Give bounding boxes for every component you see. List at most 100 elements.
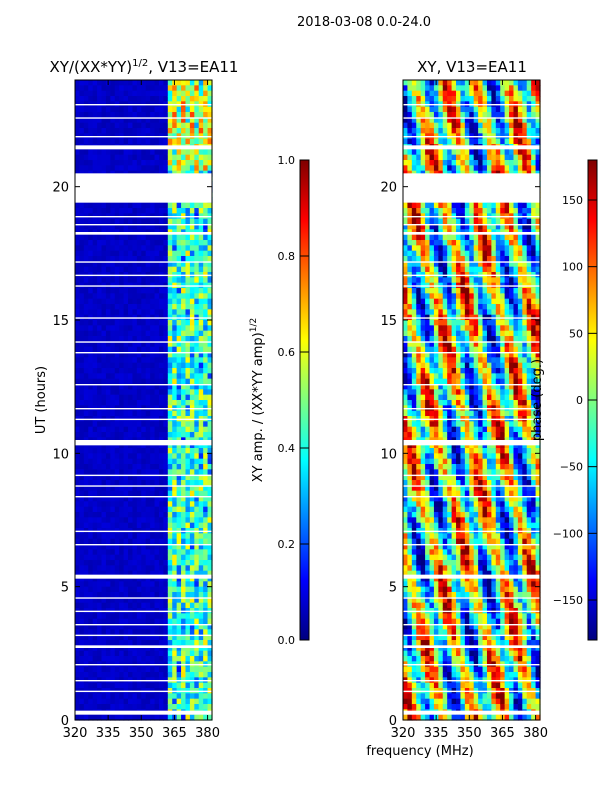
heatmap-cell — [185, 533, 191, 540]
flagged-line — [75, 474, 212, 477]
heatmap-cell — [119, 602, 125, 609]
heatmap-cell — [150, 485, 156, 492]
amp-x-ticks: 320 335 350 365 380 — [63, 80, 220, 741]
heatmap-cell — [83, 154, 89, 161]
heatmap-cell — [114, 485, 120, 492]
heatmap-cell — [407, 480, 413, 486]
heatmap-cell — [420, 698, 426, 705]
heatmap-cell — [198, 480, 204, 486]
heatmap-cell — [207, 261, 213, 268]
heatmap-cell — [194, 480, 200, 486]
heatmap-cell — [132, 154, 138, 161]
heatmap-cell — [203, 464, 209, 470]
heatmap-cell — [150, 394, 156, 401]
heatmap-cell — [411, 90, 417, 97]
heatmap-cell — [438, 672, 444, 678]
heatmap-cell — [181, 581, 187, 588]
heatmap-cell — [154, 512, 160, 518]
heatmap-cell — [429, 256, 435, 262]
heatmap-cell — [181, 672, 187, 678]
flagged-interval — [75, 574, 212, 579]
heatmap-cell — [75, 581, 81, 588]
flagged-line — [75, 224, 212, 226]
heatmap-cell — [163, 602, 169, 609]
heatmap-cell — [136, 613, 142, 620]
heatmap-cell — [154, 650, 160, 657]
heatmap-cell — [425, 224, 431, 230]
heatmap-cell — [189, 480, 195, 486]
heatmap-cell — [181, 474, 187, 481]
heatmap-cell — [420, 288, 426, 294]
heatmap-cell — [101, 128, 107, 134]
heatmap-cell — [150, 256, 156, 262]
heatmap-cell — [176, 293, 182, 300]
heatmap-cell — [114, 453, 120, 460]
heatmap-cell — [163, 149, 169, 156]
heatmap-cell — [136, 597, 142, 604]
heatmap-cell — [181, 496, 187, 502]
heatmap-cell — [123, 410, 129, 417]
heatmap-cell — [176, 128, 182, 134]
heatmap-cell — [132, 298, 138, 305]
heatmap-cell — [145, 485, 151, 492]
heatmap-cell — [154, 522, 160, 529]
heatmap-cell — [163, 656, 169, 662]
heatmap-cell — [167, 618, 173, 625]
heatmap-cell — [158, 666, 164, 673]
heatmap-cell — [75, 85, 81, 92]
heatmap-cell — [88, 90, 94, 97]
heatmap-cell — [88, 330, 94, 337]
heatmap-cell — [136, 469, 142, 476]
heatmap-cell — [123, 570, 129, 577]
heatmap-cell — [438, 149, 444, 156]
heatmap-cell — [150, 698, 156, 705]
heatmap-cell — [403, 293, 409, 300]
heatmap-cell — [123, 512, 129, 518]
heatmap-cell — [425, 650, 431, 657]
heatmap-cell — [189, 474, 195, 481]
heatmap-cell — [79, 256, 85, 262]
heatmap-cell — [83, 698, 89, 705]
heatmap-cell — [194, 426, 200, 433]
heatmap-cell — [110, 640, 116, 646]
heatmap-cell — [88, 165, 94, 172]
heatmap-cell — [119, 517, 125, 524]
heatmap-cell — [145, 442, 151, 449]
heatmap-cell — [92, 389, 98, 396]
heatmap-cell — [442, 464, 448, 470]
heatmap-cell — [154, 501, 160, 508]
heatmap-cell — [150, 373, 156, 380]
heatmap-cell — [407, 160, 413, 166]
heatmap-cell — [119, 512, 125, 518]
heatmap-cell — [105, 453, 111, 460]
heatmap-cell — [438, 469, 444, 476]
heatmap-cell — [185, 597, 191, 604]
heatmap-cell — [150, 592, 156, 598]
heatmap-cell — [433, 240, 439, 246]
heatmap-cell — [429, 304, 435, 310]
heatmap-cell — [119, 565, 125, 572]
heatmap-cell — [88, 80, 94, 86]
heatmap-cell — [105, 634, 111, 641]
heatmap-cell — [411, 256, 417, 262]
heatmap-cell — [176, 250, 182, 257]
heatmap-cell — [150, 234, 156, 241]
heatmap-cell — [88, 554, 94, 561]
heatmap-cell — [119, 80, 125, 86]
heatmap-cell — [429, 565, 435, 572]
heatmap-cell — [119, 336, 125, 342]
heatmap-cell — [145, 400, 151, 406]
heatmap-cell — [92, 592, 98, 598]
heatmap-cell — [420, 469, 426, 476]
heatmap-cell — [79, 85, 85, 92]
heatmap-cell — [79, 650, 85, 657]
heatmap-cell — [79, 389, 85, 396]
heatmap-cell — [438, 410, 444, 417]
heatmap-cell — [92, 293, 98, 300]
heatmap-cell — [207, 581, 213, 588]
heatmap-cell — [101, 277, 107, 284]
heatmap-cell — [150, 218, 156, 225]
heatmap-cell — [105, 293, 111, 300]
heatmap-cell — [114, 490, 120, 497]
heatmap-cell — [145, 693, 151, 700]
